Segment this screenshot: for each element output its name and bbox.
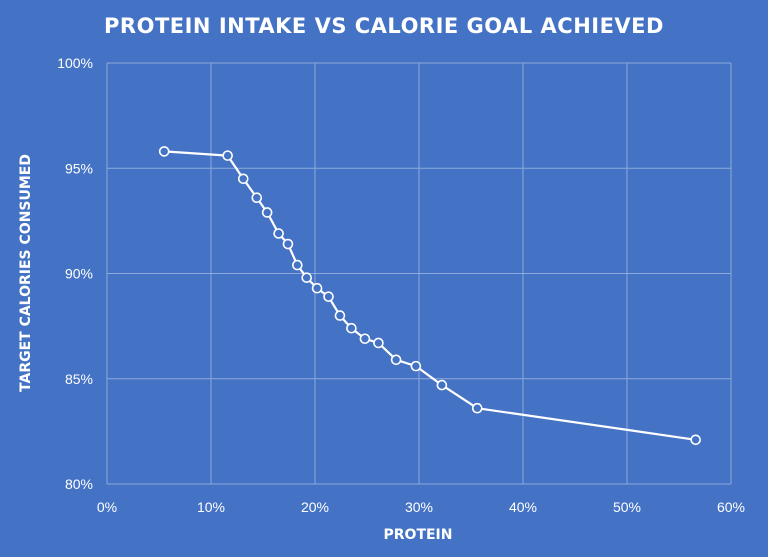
data-point [273,228,284,239]
data-point [301,272,312,284]
x-tick-label: 60% [717,499,745,515]
x-tick-label: 40% [509,499,537,515]
series-line [164,150,696,441]
data-point [359,333,371,345]
data-point [158,146,170,157]
data-point [334,310,346,321]
data-point [292,259,303,271]
data-point [373,337,384,349]
y-axis-title: TARGET CALORIES CONSUMED [18,154,34,392]
data-point [410,360,422,372]
data-point [282,238,294,250]
data-point [251,192,263,204]
y-tick-label: 80% [65,476,93,492]
data-point [436,379,448,391]
y-tick-label: 85% [65,371,93,387]
data-point [471,402,483,414]
x-tick-label: 0% [97,499,117,515]
y-tick-label: 95% [65,160,93,176]
data-point [390,354,402,366]
data-point [237,173,249,185]
data-point [690,434,701,446]
data-point [323,291,334,302]
y-tick-label: 90% [65,266,93,282]
x-tick-label: 30% [405,499,433,515]
data-point [346,322,357,334]
data-point [261,207,273,218]
tick-labels: 0% 10% 20% 30% 40% 50% 60% 80% 85% 90% 95% 100% [57,55,745,515]
chart-title: PROTEIN INTAKE VS CALORIE GOAL ACHIEVED [104,14,664,38]
x-tick-label: 20% [301,499,329,515]
x-axis-title: PROTEIN [384,527,453,543]
series [158,146,701,446]
x-tick-label: 50% [613,499,641,515]
grid [106,62,732,485]
x-tick-label: 10% [197,499,225,515]
data-point [222,150,233,161]
y-tick-label: 100% [57,55,93,71]
data-point [311,282,323,294]
